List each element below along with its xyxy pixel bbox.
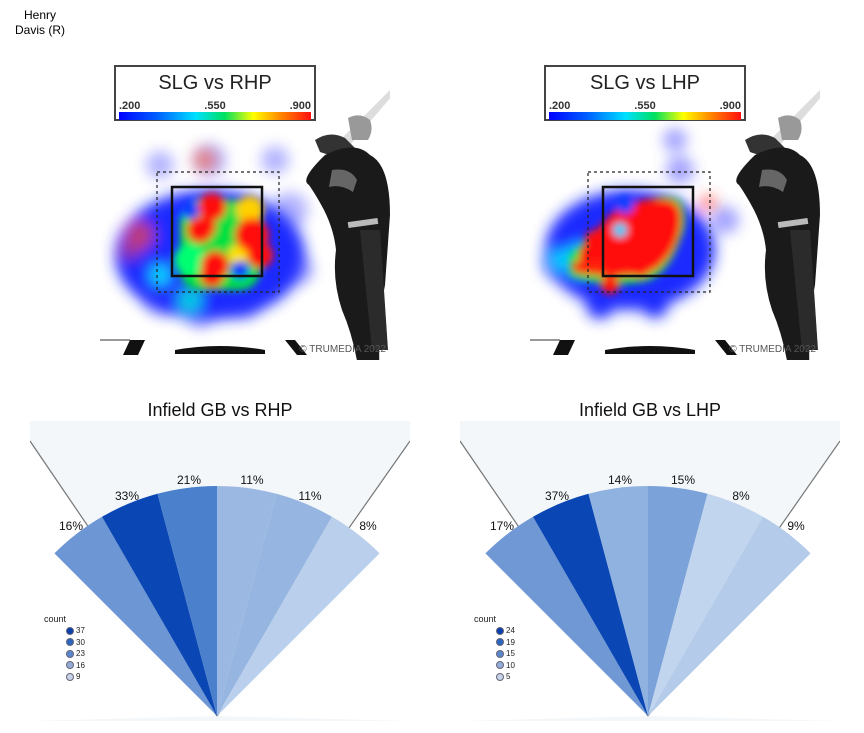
count-legend-rhp: count 37 30 23 16 9 (44, 614, 85, 683)
sector-label-5: 8% (732, 489, 750, 503)
count-legend-title: count (474, 614, 497, 624)
colorbar-ticks-rhp: .200 .550 .900 (119, 100, 311, 112)
heatmap-title-rhp: SLG vs RHP (158, 72, 272, 94)
sector-label-2: 37% (544, 489, 570, 503)
spray-title-rhp: Infield GB vs RHP (147, 400, 293, 420)
heatmap-panel-rhp: SLG vs RHP .200 .550 .900 © TRUMEDIA 202… (100, 60, 390, 360)
count-legend-lhp: count 24 19 15 10 5 (474, 614, 515, 683)
count-dot-icon (66, 626, 74, 635)
player-last-name: Davis (R) (15, 23, 65, 37)
sector-label-1: 16% (58, 519, 84, 533)
count-dot-icon (496, 638, 504, 647)
heatmap-panel-lhp: SLG vs LHP .200 .550 .900 © TRUMEDIA 202… (530, 60, 820, 360)
strike-zone-lhp (601, 185, 695, 278)
count-dot-icon (66, 649, 74, 658)
count-legend-item: 19 (474, 637, 515, 649)
sector-label-5: 11% (298, 489, 322, 503)
count-legend-item: 9 (44, 671, 85, 683)
colorbar-rhp (119, 112, 311, 120)
count-legend-item: 24 (474, 625, 515, 637)
colorbar-ticks-lhp: .200 .550 .900 (549, 100, 741, 112)
sector-label-2: 33% (114, 489, 140, 503)
colorbar-tick-mid: .550 (634, 100, 656, 112)
count-dot-icon (496, 661, 504, 670)
colorbar-tick-min: .200 (119, 100, 141, 112)
copyright-lhp: © TRUMEDIA 2022 (729, 344, 816, 355)
count-dot-icon (496, 626, 504, 635)
colorbar-tick-max: .900 (289, 100, 311, 112)
count-dot-icon (496, 672, 504, 681)
shadow-zone-rhp (156, 171, 280, 293)
heatmap-rhp-graphic (100, 90, 390, 360)
player-first-name: Henry (23, 8, 56, 22)
count-legend-title: count (44, 614, 67, 624)
shadow-zone-lhp (587, 171, 711, 293)
spray-fan-lhp (460, 421, 840, 721)
copyright-rhp: © TRUMEDIA 2022 (299, 344, 386, 355)
sector-label-6: 9% (787, 519, 805, 533)
count-legend-item: 16 (44, 660, 85, 672)
heatmap-title-lhp: SLG vs LHP (589, 72, 701, 94)
strike-zone-rhp (170, 185, 264, 278)
count-dot-icon (66, 638, 74, 647)
slg-legend-lhp: SLG vs LHP .200 .550 .900 (544, 65, 746, 121)
sector-label-4: 15% (670, 473, 696, 487)
count-legend-item: 37 (44, 625, 85, 637)
colorbar-tick-mid: .550 (204, 100, 226, 112)
player-name: Henry Davis (R) (10, 8, 70, 38)
sector-label-1: 17% (489, 519, 515, 533)
count-legend-item: 5 (474, 671, 515, 683)
colorbar-tick-max: .900 (719, 100, 741, 112)
batter-silhouette-rhp (306, 90, 390, 360)
spray-chart-lhp: 17% 37% 14% 15% 8% 9% count 24 19 15 10 … (460, 421, 840, 721)
spray-fan-rhp (30, 421, 410, 721)
batter-silhouette-lhp (736, 90, 820, 360)
sector-label-3: 21% (176, 473, 202, 487)
count-legend-item: 10 (474, 660, 515, 672)
sector-label-6: 8% (359, 519, 377, 533)
sector-label-4: 11% (240, 473, 264, 487)
colorbar-lhp (549, 112, 741, 120)
count-dot-icon (66, 672, 74, 681)
count-legend-item: 23 (44, 648, 85, 660)
colorbar-tick-min: .200 (549, 100, 571, 112)
count-dot-icon (496, 649, 504, 658)
spray-chart-rhp: 16% 33% 21% 11% 11% 8% count 37 30 23 16… (30, 421, 410, 721)
count-legend-item: 15 (474, 648, 515, 660)
count-legend-item: 30 (44, 637, 85, 649)
spray-title-lhp: Infield GB vs LHP (578, 400, 722, 420)
slg-legend-rhp: SLG vs RHP .200 .550 .900 (114, 65, 316, 121)
sector-label-3: 14% (607, 473, 633, 487)
heatmap-lhp-graphic (530, 90, 820, 360)
count-dot-icon (66, 661, 74, 670)
